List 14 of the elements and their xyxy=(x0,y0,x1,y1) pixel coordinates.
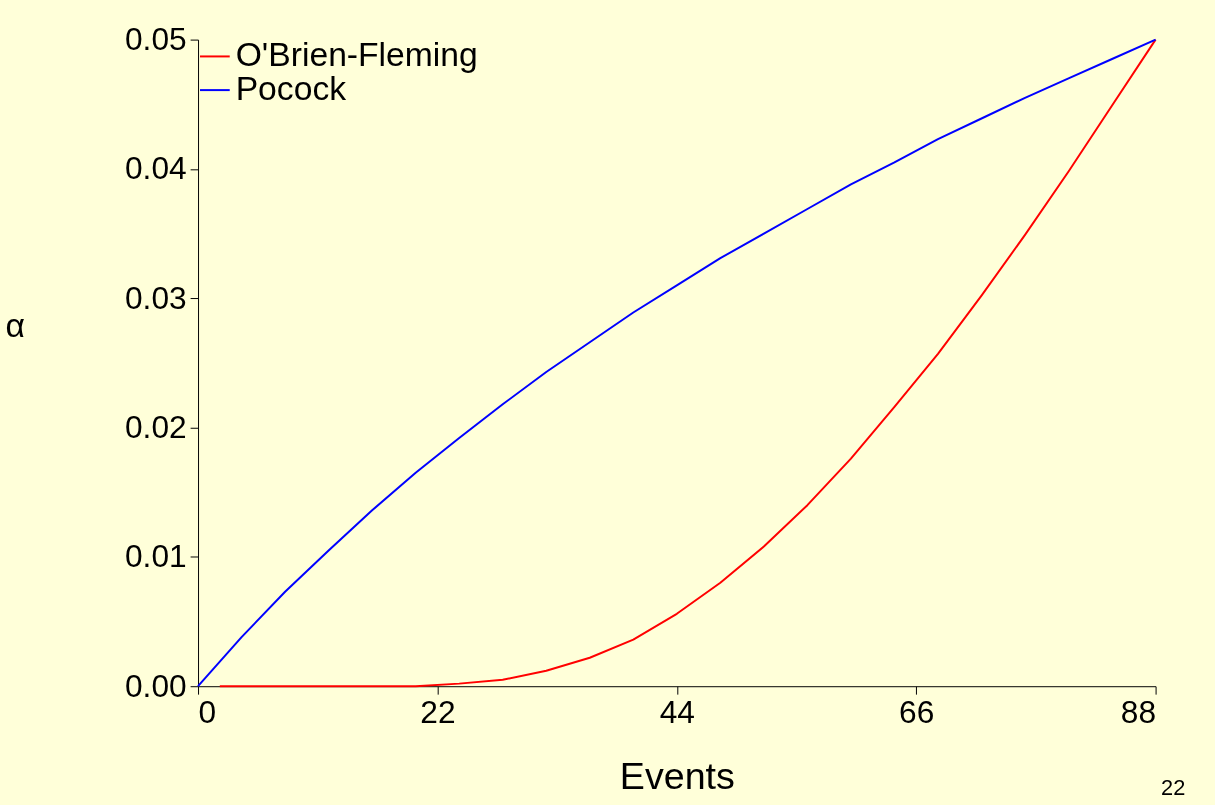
text: 22 xyxy=(1161,775,1186,801)
y-tick-label: 0.05 xyxy=(125,21,187,57)
x-axis-title: Events xyxy=(619,754,735,797)
y-tick-label: 0.02 xyxy=(125,408,187,445)
x-tick-label: 66 xyxy=(899,694,935,731)
x-tick-label: 0 xyxy=(198,694,217,731)
y-tick-label: 0.04 xyxy=(125,150,187,187)
x-tick-label: 88 xyxy=(1120,694,1157,731)
y-tick-label: 0.03 xyxy=(125,279,187,316)
x-tick-label: 22 xyxy=(420,694,456,731)
y-axis-title: α xyxy=(5,306,26,344)
y-tick-label: 0.01 xyxy=(125,538,187,575)
y-tick-label: 0.00 xyxy=(125,667,187,704)
x-tick-label: 44 xyxy=(659,694,695,731)
